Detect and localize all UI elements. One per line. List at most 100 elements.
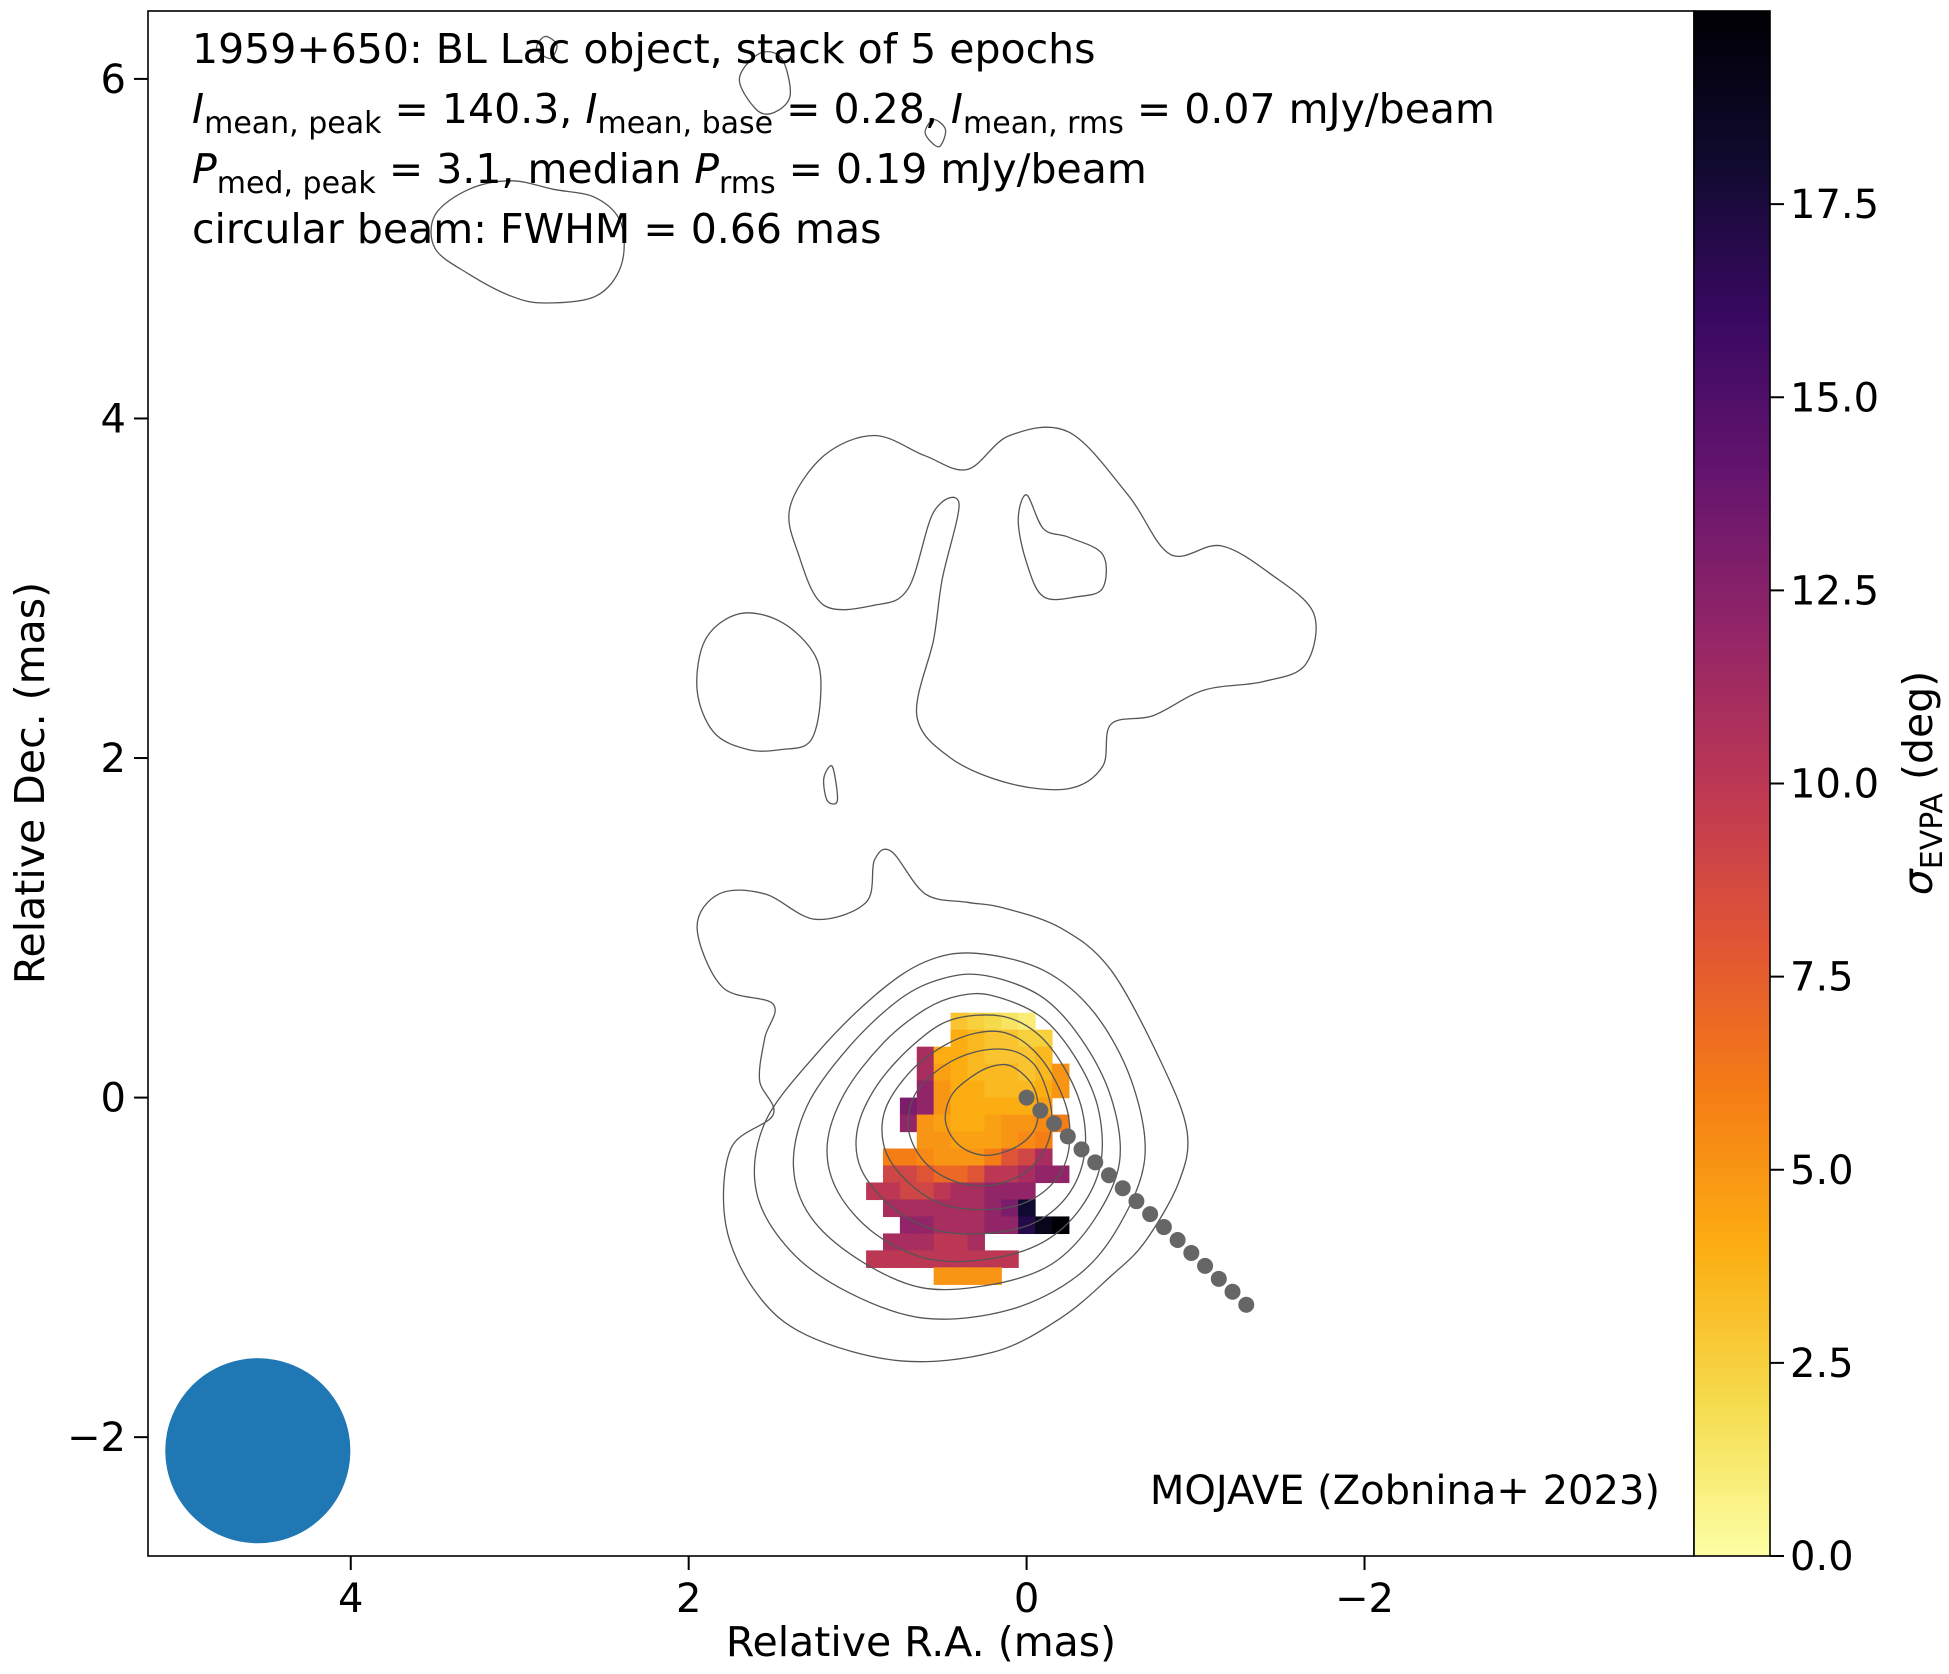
heatmap-pixel xyxy=(933,1080,952,1099)
heatmap-pixel xyxy=(967,1114,985,1133)
heatmap-pixel xyxy=(967,1063,985,1082)
heatmap-pixel xyxy=(882,1199,901,1218)
heatmap-pixel xyxy=(984,1046,1002,1065)
heatmap-pixel xyxy=(933,1267,952,1285)
heatmap-pixel xyxy=(933,1131,952,1150)
heatmap-pixel xyxy=(916,1080,935,1099)
heatmap-pixel xyxy=(1001,1131,1019,1150)
heatmap-pixel xyxy=(984,1080,1002,1099)
heatmap-pixel xyxy=(950,1012,969,1031)
heatmap-pixel xyxy=(967,1046,985,1065)
ridge-point xyxy=(1224,1283,1241,1300)
beam-ellipse xyxy=(165,1358,351,1544)
x-tick-label: 2 xyxy=(676,1576,701,1622)
ridge-point xyxy=(1142,1206,1159,1223)
heatmap-pixel xyxy=(933,1250,952,1268)
heatmap-pixel xyxy=(916,1063,935,1082)
contour-top-small-3 xyxy=(924,119,947,148)
ridge-point xyxy=(1087,1154,1104,1171)
ridge-point xyxy=(1100,1167,1117,1184)
heatmap-pixel xyxy=(984,1267,1002,1285)
heatmap-pixel xyxy=(882,1182,901,1201)
heatmap-pixel xyxy=(984,1148,1002,1167)
info-line-4: circular beam: FWHM = 0.66 mas xyxy=(192,205,881,253)
heatmap-pixel xyxy=(984,1029,1002,1048)
y-tick-label: 4 xyxy=(101,396,126,442)
heatmap-pixel xyxy=(950,1080,969,1099)
heatmap-pixel xyxy=(1035,1063,1053,1082)
x-axis-label: Relative R.A. (mas) xyxy=(726,1618,1116,1666)
colorbar-tick-label: 15.0 xyxy=(1790,375,1879,421)
colorbar-tick-label: 12.5 xyxy=(1790,568,1879,614)
heatmap-pixel xyxy=(916,1250,935,1268)
heatmap-pixel xyxy=(1001,1080,1019,1099)
contour-mid-left xyxy=(696,612,822,752)
heatmap-pixel xyxy=(1018,1029,1036,1048)
y-axis-label: Relative Dec. (mas) xyxy=(6,582,54,984)
info-line-1: 1959+650: BL Lac object, stack of 5 epoc… xyxy=(192,25,1096,73)
contour-map xyxy=(430,35,1317,1363)
colorbar-tick-label: 2.5 xyxy=(1790,1341,1854,1387)
x-tick-label: 0 xyxy=(1014,1576,1039,1622)
heatmap-pixel xyxy=(1001,1148,1019,1167)
heatmap-pixel xyxy=(1018,1012,1036,1031)
info-text-block: 1959+650: BL Lac object, stack of 5 epoc… xyxy=(192,25,1495,253)
colorbar-tick-label: 0.0 xyxy=(1790,1534,1854,1580)
colorbar-label: σEVPA (deg) xyxy=(1894,671,1949,895)
contour-lower-5 xyxy=(855,1014,1087,1235)
colorbar xyxy=(1693,10,1771,1557)
colorbar-tick-label: 10.0 xyxy=(1790,762,1879,808)
contour-mid-big xyxy=(788,426,1317,791)
heatmap-pixel xyxy=(950,1267,969,1285)
heatmap-pixel xyxy=(950,1114,969,1133)
ridge-point xyxy=(1059,1128,1076,1145)
heatmap-pixel xyxy=(933,1097,952,1116)
contour-lower-outer xyxy=(696,848,1189,1363)
heatmap-pixel xyxy=(967,1199,985,1218)
heatmap-pixel xyxy=(916,1148,935,1167)
heatmap-pixel xyxy=(899,1199,918,1218)
contour-mid-hole xyxy=(1017,494,1107,601)
heatmap-pixel xyxy=(950,1097,969,1116)
heatmap-pixel xyxy=(950,1131,969,1150)
heatmap-pixel xyxy=(967,1216,985,1235)
heatmap-pixel xyxy=(1001,1199,1019,1218)
heatmap-pixel xyxy=(967,1250,985,1268)
x-tick-label: −2 xyxy=(1335,1576,1394,1622)
heatmap-pixel xyxy=(916,1131,935,1150)
heatmap-pixel xyxy=(1035,1046,1053,1065)
heatmap-pixel xyxy=(950,1063,969,1082)
heatmap-pixel xyxy=(916,1097,935,1116)
heatmap-pixel xyxy=(984,1199,1002,1218)
heatmap-pixel xyxy=(933,1063,952,1082)
heatmap-pixel xyxy=(933,1199,952,1218)
heatmap-pixel xyxy=(1035,1131,1053,1150)
x-axis: 4 2 0 −2 xyxy=(338,1556,1394,1622)
heatmap-pixel xyxy=(1051,1216,1070,1235)
ridge-point xyxy=(1073,1141,1090,1158)
ridge-point xyxy=(1046,1115,1063,1132)
contour-top-small-1 xyxy=(535,35,558,60)
heatmap-pixel xyxy=(882,1165,901,1184)
heatmap-pixel xyxy=(967,1182,985,1201)
heatmap-pixel xyxy=(950,1148,969,1167)
heatmap-pixel xyxy=(984,1182,1002,1201)
heatmap-pixel xyxy=(1018,1131,1036,1150)
contour-top-left-blob xyxy=(430,180,625,304)
heatmap-pixel xyxy=(933,1114,952,1133)
heatmap-pixel xyxy=(1051,1080,1070,1099)
contour-lower-7 xyxy=(907,1048,1053,1187)
heatmap-pixel xyxy=(916,1182,935,1201)
heatmap-pixel xyxy=(899,1182,918,1201)
info-line-2: Imean, peak = 140.3, Imean, base = 0.28,… xyxy=(192,85,1495,141)
ridge-point xyxy=(1114,1180,1131,1197)
heatmap-pixel xyxy=(916,1216,935,1235)
heatmap-pixel xyxy=(967,1267,985,1285)
heatmap-pixel xyxy=(916,1233,935,1251)
y-axis: −2 0 2 4 6 xyxy=(67,57,148,1461)
ridge-point xyxy=(1169,1231,1186,1248)
heatmap-pixel xyxy=(1035,1148,1053,1167)
heatmap-pixel xyxy=(1001,1029,1019,1048)
heatmap-pixel xyxy=(899,1165,918,1184)
